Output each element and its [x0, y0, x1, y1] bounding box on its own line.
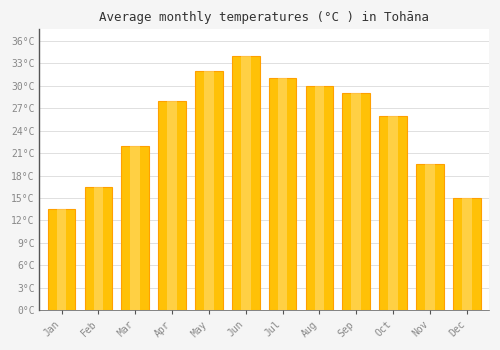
Bar	[306, 86, 334, 310]
Bar	[342, 93, 370, 310]
Bar	[380, 116, 407, 310]
Bar	[195, 71, 222, 310]
Bar	[278, 78, 287, 310]
Bar	[122, 146, 149, 310]
Bar	[425, 164, 435, 310]
Bar	[241, 56, 250, 310]
Bar	[269, 78, 296, 310]
Bar	[416, 164, 444, 310]
Bar	[462, 198, 471, 310]
Bar	[232, 56, 260, 310]
Bar	[158, 100, 186, 310]
Bar	[352, 93, 361, 310]
Bar	[204, 71, 214, 310]
Bar	[388, 116, 398, 310]
Bar	[453, 198, 480, 310]
Bar	[130, 146, 140, 310]
Bar	[84, 187, 112, 310]
Bar	[94, 187, 103, 310]
Bar	[56, 209, 66, 310]
Bar	[168, 100, 177, 310]
Title: Average monthly temperatures (°C ) in Tohāna: Average monthly temperatures (°C ) in To…	[99, 11, 429, 24]
Bar	[48, 209, 76, 310]
Bar	[314, 86, 324, 310]
